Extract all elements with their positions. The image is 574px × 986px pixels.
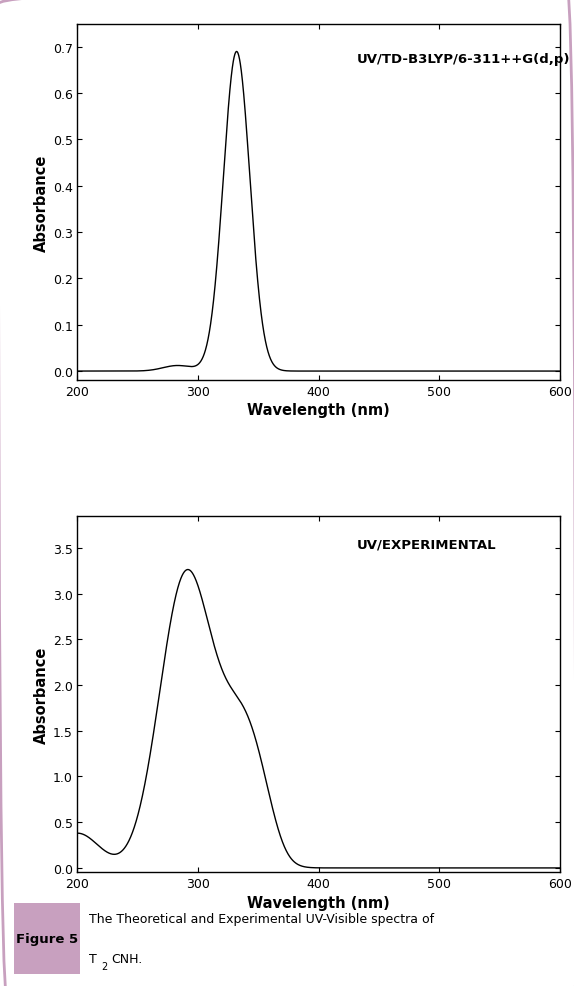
Text: UV/EXPERIMENTAL: UV/EXPERIMENTAL	[357, 537, 497, 551]
Y-axis label: Absorbance: Absorbance	[33, 646, 48, 743]
Text: T: T	[89, 952, 97, 965]
X-axis label: Wavelength (nm): Wavelength (nm)	[247, 894, 390, 910]
Text: The Theoretical and Experimental UV-Visible spectra of: The Theoretical and Experimental UV-Visi…	[89, 912, 434, 925]
Text: CNH.: CNH.	[111, 952, 142, 965]
Text: Figure 5: Figure 5	[16, 932, 79, 946]
Y-axis label: Absorbance: Absorbance	[33, 154, 48, 251]
Text: UV/TD-B3LYP/6-311++G(d,p): UV/TD-B3LYP/6-311++G(d,p)	[357, 53, 571, 66]
X-axis label: Wavelength (nm): Wavelength (nm)	[247, 403, 390, 418]
Text: 2: 2	[102, 961, 108, 971]
